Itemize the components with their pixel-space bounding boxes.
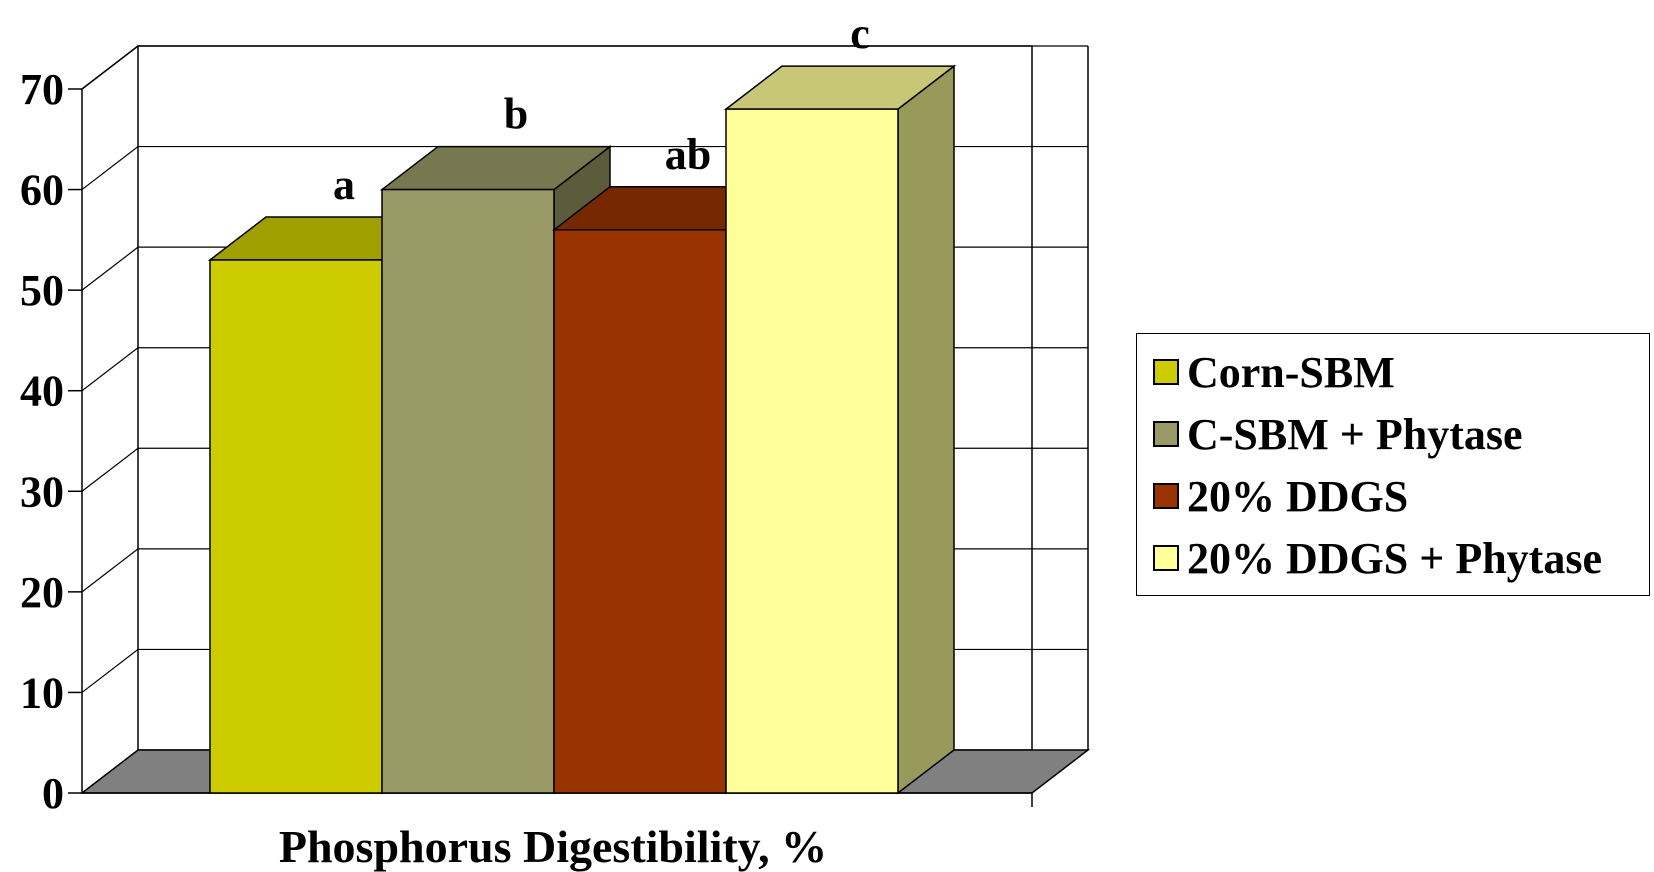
legend-item: 20% DDGS (1153, 468, 1408, 524)
y-tick-labels: 0 10 20 30 40 50 60 70 (20, 65, 64, 818)
bar-annotation: a (333, 160, 355, 209)
legend-item: Corn-SBM (1153, 344, 1395, 400)
bar-front (381, 188, 555, 794)
bar-side (897, 64, 955, 795)
gridline-side (81, 146, 139, 191)
legend: Corn-SBM C-SBM + Phytase 20% DDGS 20% DDGS … (1136, 333, 1650, 596)
legend-label: C-SBM + Phytase (1187, 409, 1523, 459)
y-tick-label: 70 (20, 65, 64, 114)
bar-annotation: b (504, 90, 528, 139)
legend-swatch (1153, 483, 1179, 509)
legend-item: C-SBM + Phytase (1153, 406, 1523, 462)
legend-item: 20% DDGS + Phytase (1153, 530, 1602, 586)
legend-label: 20% DDGS + Phytase (1187, 533, 1602, 583)
y-tick-label: 0 (42, 769, 64, 818)
bar-front (725, 108, 899, 794)
legend-swatch (1153, 359, 1179, 385)
gridline-side (81, 347, 139, 392)
x-axis-label: Phosphorus Digestibility, % (279, 821, 827, 872)
bar-annotation: ab (665, 130, 711, 179)
y-tick-label: 40 (20, 367, 64, 416)
bar-4 (723, 64, 957, 795)
legend-label: 20% DDGS (1187, 471, 1409, 521)
bar-front (209, 259, 383, 794)
y-tick-label: 30 (20, 467, 64, 516)
legend-swatch (1153, 421, 1179, 447)
gridline-side (81, 548, 139, 593)
bar-annotation: c (850, 9, 870, 58)
gridline-side (81, 447, 139, 492)
y-tick-label: 20 (20, 568, 64, 617)
bar-front (553, 229, 727, 794)
bars (207, 64, 957, 795)
legend-label: Corn-SBM (1187, 347, 1395, 397)
gridline-side (81, 246, 139, 291)
gridline-side (81, 45, 139, 90)
y-tick-label: 10 (20, 668, 64, 717)
gridline-side (81, 648, 139, 693)
y-tick-label: 50 (20, 266, 64, 315)
y-tick-label: 60 (20, 166, 64, 215)
legend-swatch (1153, 545, 1179, 571)
